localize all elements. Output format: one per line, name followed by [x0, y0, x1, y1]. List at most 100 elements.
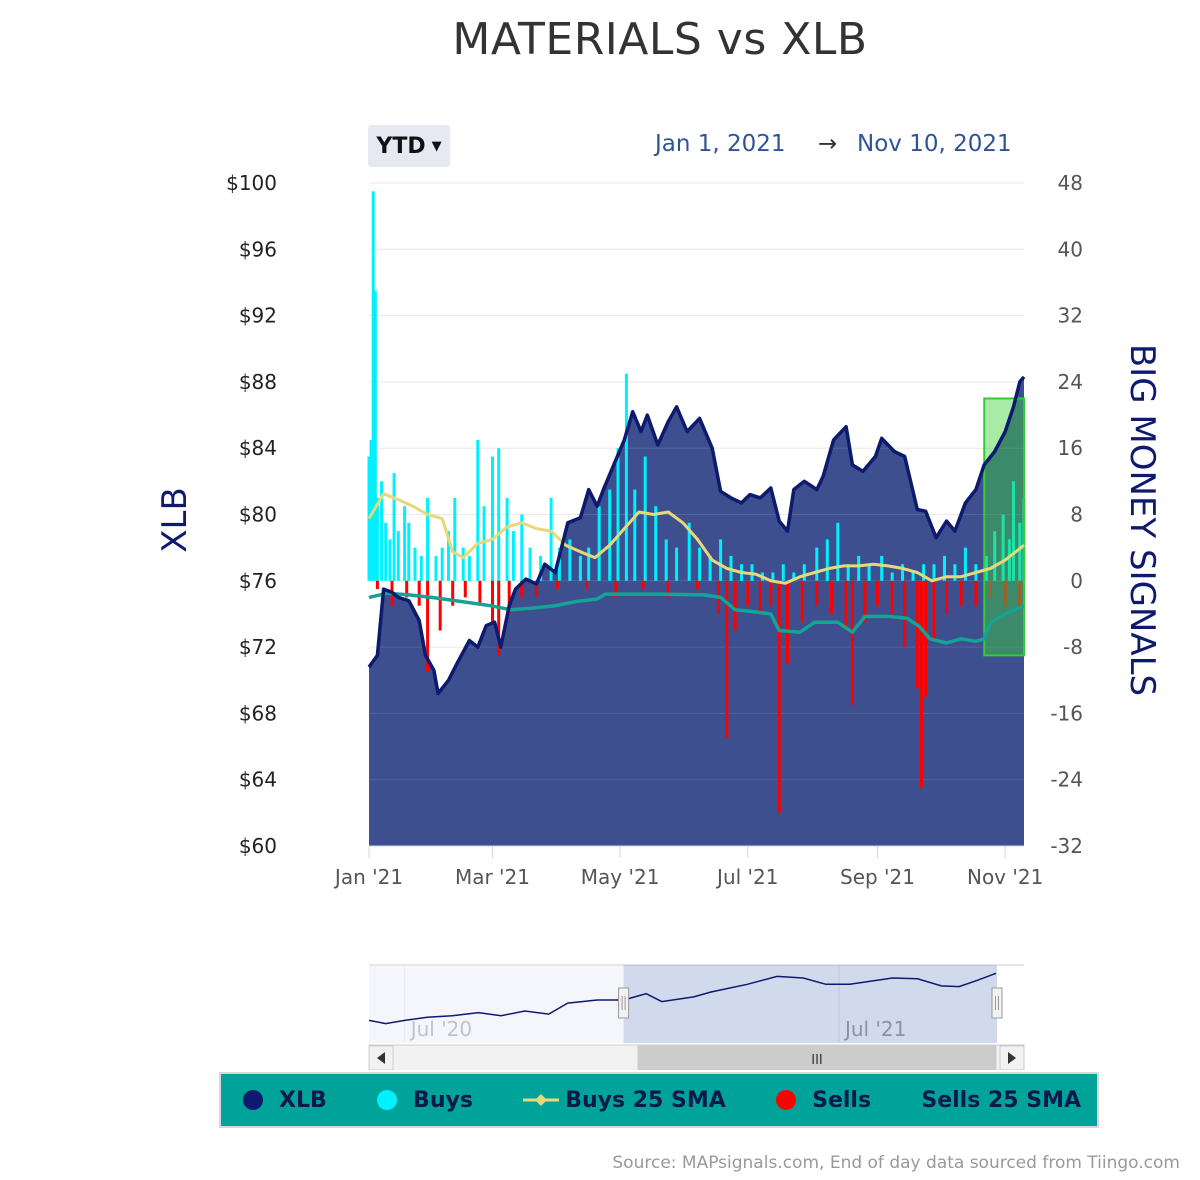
handle-body — [991, 987, 1003, 1019]
sells-bar — [746, 580, 750, 606]
sells-bar — [451, 580, 455, 606]
buys-bar — [616, 448, 620, 581]
buys-bar — [608, 489, 612, 581]
buys-bar — [392, 473, 396, 581]
highlight-box — [983, 397, 1026, 657]
buys-bar — [1012, 481, 1015, 581]
buys-bar — [901, 564, 905, 581]
buys-bar — [568, 539, 572, 581]
buys-bar — [698, 547, 702, 581]
buys-bar — [624, 373, 628, 581]
legend-item-sells[interactable]: Sells — [776, 1088, 871, 1113]
navigator-selection — [623, 965, 997, 1043]
scrollbar-thumb[interactable] — [637, 1045, 997, 1070]
sells-bar — [876, 580, 879, 606]
legend-label: Buys 25 SMA — [565, 1087, 726, 1113]
buys-bar — [771, 572, 775, 581]
sells-bar — [1018, 580, 1022, 606]
navigator-line — [368, 972, 997, 1025]
left-tick-label: $92 — [239, 304, 277, 328]
sells-bar — [733, 580, 737, 631]
range-selector-dropdown[interactable]: YTD ▼ — [368, 125, 450, 167]
buys-bar — [426, 497, 430, 581]
buys-bar — [911, 572, 915, 581]
sells-bar — [375, 580, 379, 590]
right-tick-label: 0 — [1070, 569, 1083, 593]
sells-bar — [863, 580, 867, 623]
left-tick-label: $84 — [239, 436, 277, 460]
sells-bar — [417, 580, 421, 606]
buys-bar — [993, 531, 997, 581]
buys-bar — [802, 564, 806, 581]
right-tick-label: 16 — [1058, 436, 1083, 460]
buys-bar — [1001, 514, 1005, 581]
arrow-right-icon — [1008, 1052, 1016, 1064]
buys-bar — [633, 489, 637, 581]
sells-bar — [800, 580, 804, 623]
range-selector-label: YTD — [376, 133, 426, 159]
navigator-handle-right[interactable] — [991, 987, 1003, 1019]
left-tick-label: $64 — [239, 768, 277, 792]
buys-bar — [708, 555, 712, 581]
sells-bar — [507, 580, 511, 614]
x-tick-label: Sep '21 — [840, 865, 915, 889]
buys-bar — [1018, 522, 1022, 581]
buys-bar — [597, 506, 601, 581]
sells-bar — [815, 580, 819, 606]
legend-label: Sells 25 SMA — [921, 1087, 1081, 1113]
buys-bar — [953, 564, 957, 581]
scrollbar-grip-icon: III — [811, 1053, 823, 1068]
right-tick-label: -24 — [1050, 768, 1083, 792]
x-tick-label: Nov '21 — [967, 865, 1043, 889]
buys-bar — [520, 514, 524, 581]
buys-bar — [890, 572, 894, 581]
buys-sma-line — [367, 492, 1025, 585]
left-tick-label: $72 — [239, 635, 277, 659]
legend: XLB Buys Buys 25 SMA Sells Sells 25 SMA — [219, 1072, 1099, 1128]
sells-bar — [463, 580, 467, 598]
sells-bar — [989, 580, 992, 598]
date-from[interactable]: Jan 1, 2021 — [655, 131, 786, 157]
date-to[interactable]: Nov 10, 2021 — [857, 131, 1012, 157]
buys-bar — [654, 506, 658, 581]
buys-bar — [719, 539, 723, 581]
buys-bar — [371, 191, 375, 581]
caret-down-icon: ▼ — [431, 138, 442, 154]
left-tick-label: $80 — [239, 503, 277, 527]
sells-bar — [959, 580, 963, 606]
buys-bar — [528, 547, 532, 581]
buys-bar — [373, 290, 377, 581]
legend-item-buys[interactable]: Buys — [377, 1088, 473, 1113]
buys-bar — [440, 547, 444, 581]
left-tick-label: $76 — [239, 569, 277, 593]
xlb-area — [369, 376, 1024, 846]
buys-bar — [511, 531, 515, 581]
sells-bar — [426, 580, 430, 672]
navigator-handle-left[interactable] — [618, 987, 630, 1019]
buys-bar — [846, 564, 850, 581]
legend-item-sells-sma[interactable]: Sells 25 SMA — [921, 1088, 1081, 1113]
left-tick-label: $96 — [239, 237, 277, 261]
sells-bar — [945, 580, 949, 614]
legend-item-xlb[interactable]: XLB — [243, 1088, 327, 1113]
left-tick-label: $68 — [239, 701, 277, 725]
arrow-left-icon — [377, 1052, 385, 1064]
buys-bar — [578, 555, 582, 581]
buys-bar — [447, 531, 450, 581]
x-tick-label: Mar '21 — [455, 865, 530, 889]
buys-bar — [836, 522, 840, 581]
sells-bar — [915, 580, 919, 689]
buys-bar — [587, 547, 591, 581]
legend-item-buys-sma[interactable]: Buys 25 SMA — [523, 1088, 726, 1113]
buys-bar — [825, 539, 829, 581]
buys-bar — [491, 456, 494, 581]
buys-dot-icon — [377, 1090, 398, 1110]
buys-bar — [792, 572, 796, 581]
handle-body — [618, 987, 630, 1019]
sells-bar — [696, 580, 699, 590]
sells-bar — [903, 580, 907, 648]
navigator-outside-mask — [369, 965, 624, 1043]
sells-bar — [520, 580, 524, 598]
buys-bar — [403, 506, 407, 581]
x-tick-label: Jan '21 — [333, 865, 403, 889]
